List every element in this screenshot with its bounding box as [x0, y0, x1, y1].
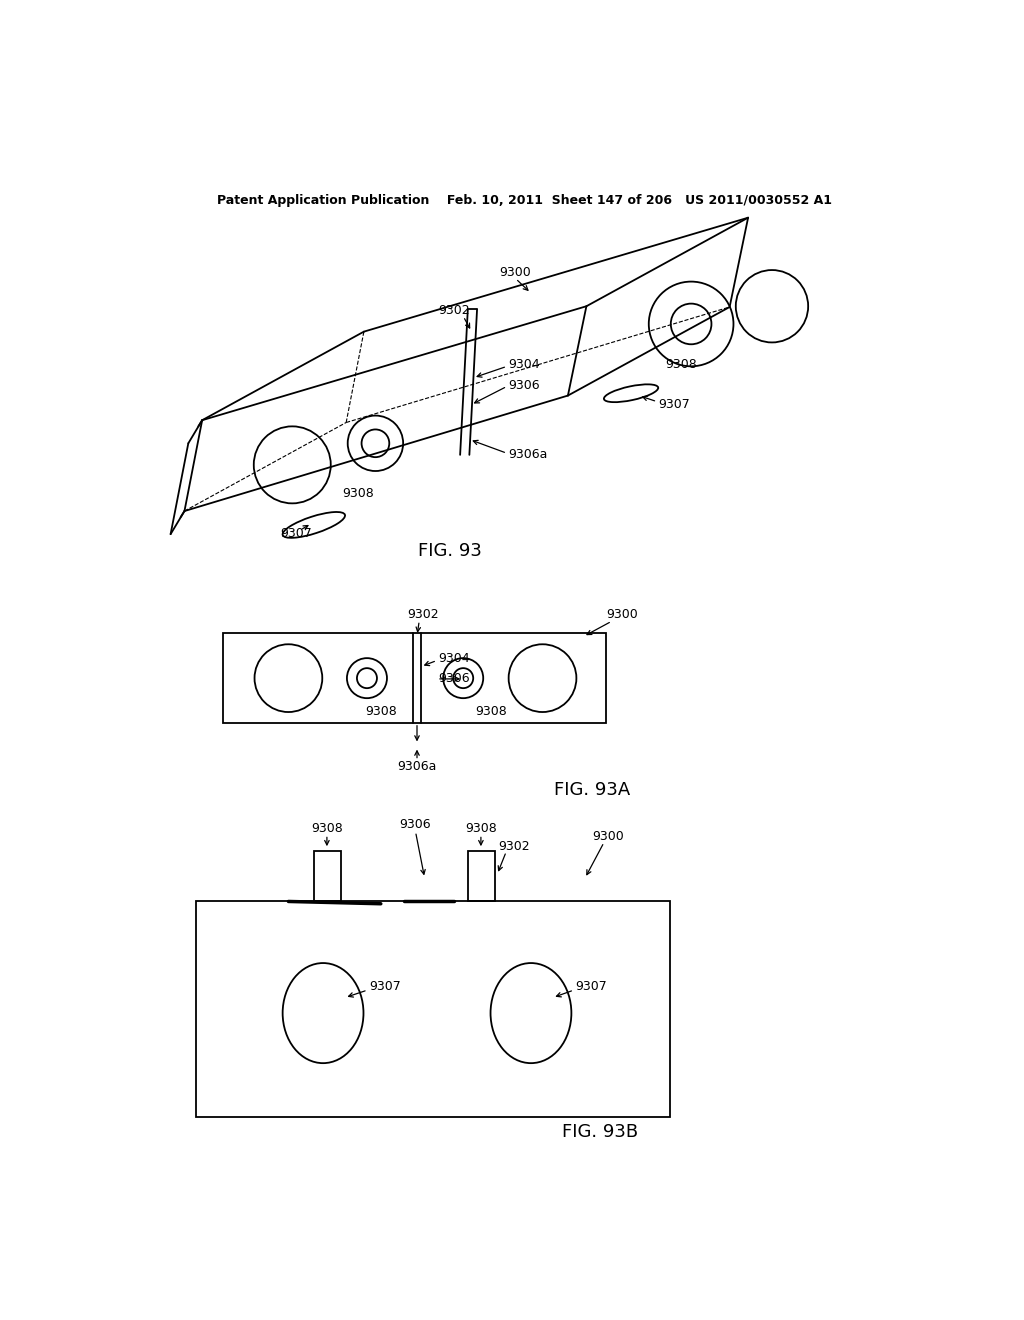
Text: 9306a: 9306a — [508, 449, 547, 462]
Text: 9307: 9307 — [575, 979, 607, 993]
Text: 9308: 9308 — [366, 705, 397, 718]
Text: 9307: 9307 — [658, 399, 690, 412]
Bar — [223, 634, 606, 723]
Bar — [313, 851, 341, 902]
Text: 9304: 9304 — [438, 652, 470, 665]
Text: 9300: 9300 — [606, 607, 638, 620]
Text: 9300: 9300 — [593, 829, 625, 842]
Text: 9307: 9307 — [370, 979, 401, 993]
Text: FIG. 93: FIG. 93 — [418, 543, 482, 560]
Text: FIG. 93A: FIG. 93A — [554, 781, 631, 799]
Text: 9308: 9308 — [342, 487, 374, 500]
Text: FIG. 93B: FIG. 93B — [562, 1123, 638, 1142]
Bar — [196, 902, 670, 1117]
Text: Patent Application Publication    Feb. 10, 2011  Sheet 147 of 206   US 2011/0030: Patent Application Publication Feb. 10, … — [217, 194, 833, 207]
Text: 9306: 9306 — [508, 379, 540, 392]
Text: 9306: 9306 — [438, 672, 470, 685]
Text: 9304: 9304 — [508, 358, 540, 371]
Text: 9302: 9302 — [499, 840, 530, 853]
Text: 9300: 9300 — [500, 265, 531, 279]
Text: 9308: 9308 — [311, 822, 343, 834]
Text: 9308: 9308 — [666, 358, 697, 371]
Text: 9302: 9302 — [408, 607, 439, 620]
Text: 9307: 9307 — [281, 527, 312, 540]
Text: 9306: 9306 — [399, 818, 431, 832]
Text: 9302: 9302 — [438, 305, 470, 317]
Text: 9308: 9308 — [465, 822, 497, 834]
Text: 9306a: 9306a — [397, 760, 436, 774]
Text: 9308: 9308 — [475, 705, 507, 718]
Bar — [468, 851, 495, 902]
